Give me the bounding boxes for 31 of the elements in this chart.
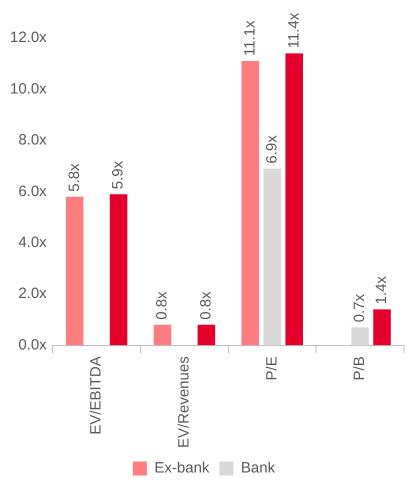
data-label: 0.7x (351, 294, 368, 322)
data-label: 1.4x (373, 276, 390, 304)
y-tick-label: 4.0x (18, 234, 48, 251)
data-label: 6.9x (263, 134, 280, 164)
data-label: 11.4x (285, 12, 302, 48)
bar (242, 61, 260, 346)
x-tick-label: EV/EBITDA (88, 356, 105, 435)
data-label: 5.9x (110, 160, 127, 190)
data-label: 0.8x (154, 290, 171, 320)
y-tick-label: 12.0x (10, 29, 48, 46)
data-label: 11.1x (241, 20, 258, 56)
x-tick-label: P/B (351, 356, 368, 380)
legend-label: Bank (240, 460, 276, 477)
bar (285, 53, 303, 346)
bar (198, 324, 216, 346)
bar (66, 196, 84, 346)
y-tick-label: 8.0x (18, 132, 48, 149)
bar (154, 324, 172, 346)
legend-label: Ex-bank (154, 460, 210, 477)
data-label: 0.8x (198, 290, 215, 320)
bar (351, 327, 369, 346)
x-tick-label: EV/Revenues (176, 356, 193, 448)
x-tick-label: P/E (263, 356, 280, 380)
bar (110, 194, 128, 346)
bar (373, 309, 391, 346)
y-tick-label: 10.0x (10, 80, 48, 98)
y-tick-label: 2.0x (18, 285, 48, 302)
data-label: 5.8x (66, 162, 83, 192)
y-tick-label: 0.0x (18, 336, 48, 354)
bar (263, 168, 282, 346)
y-tick-label: 6.0x (18, 182, 48, 200)
